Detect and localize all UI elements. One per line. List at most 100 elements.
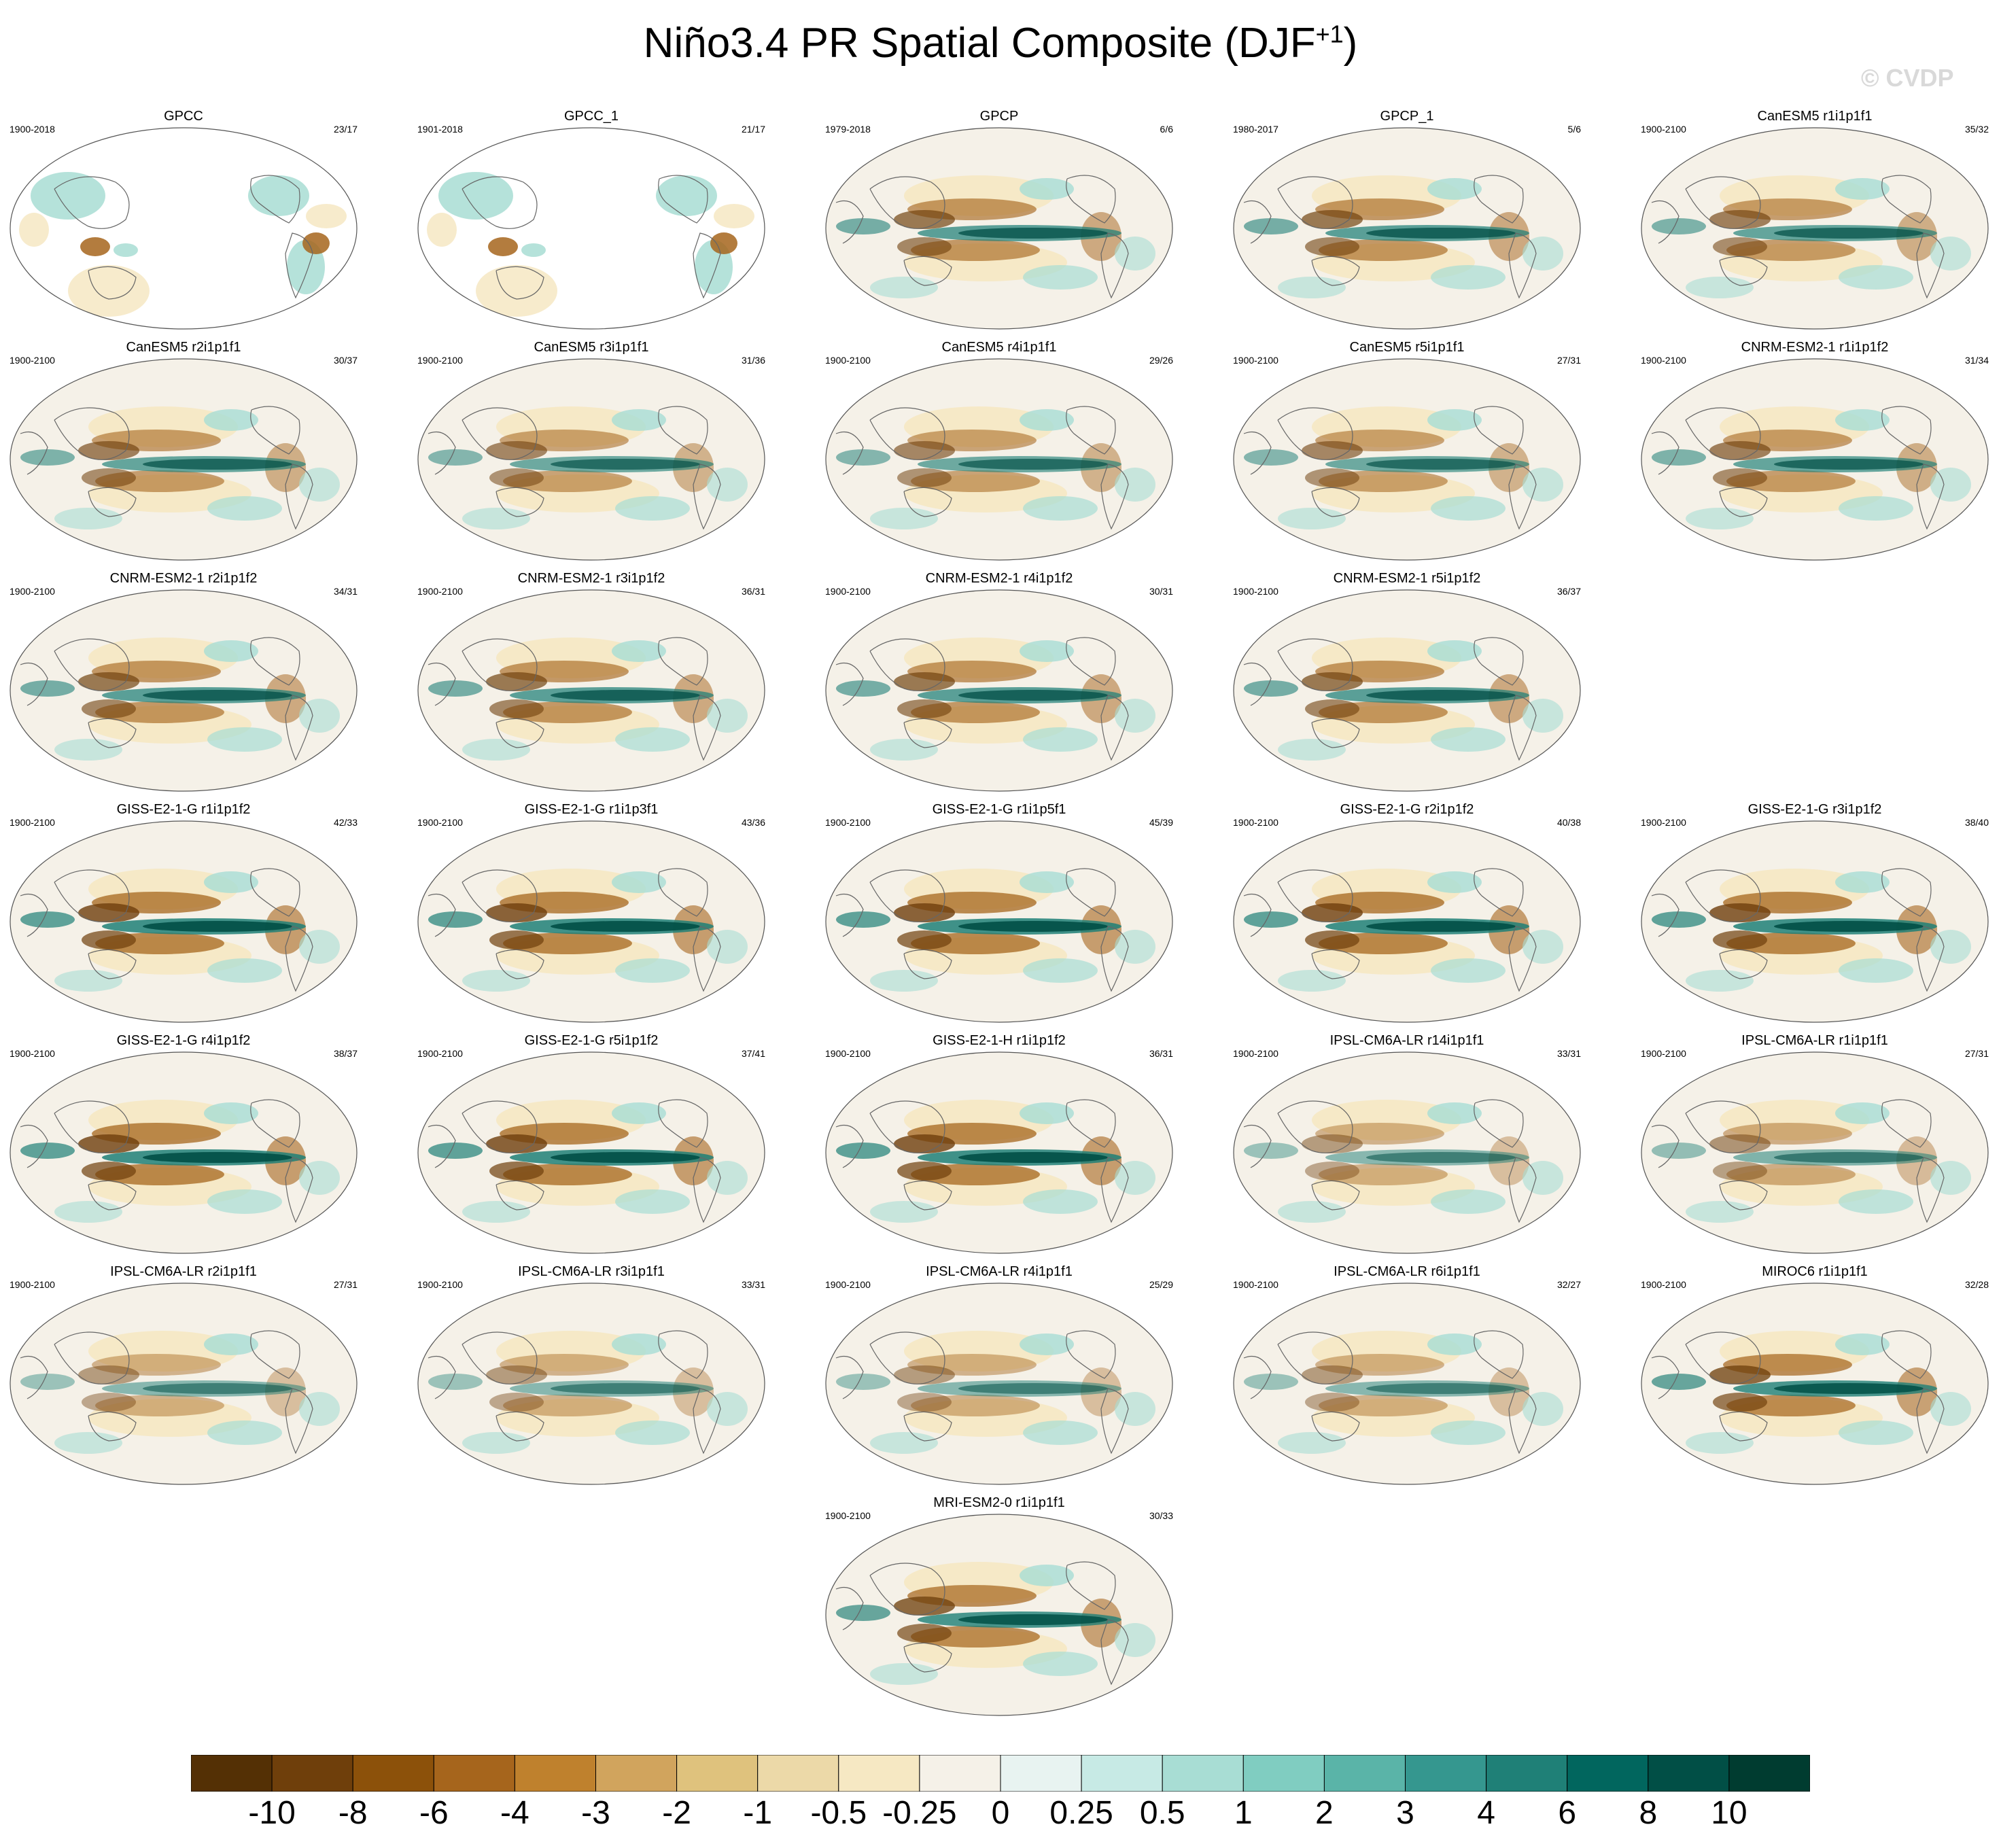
anomaly-patch — [836, 911, 890, 928]
anomaly-patch — [1319, 1395, 1448, 1416]
anomaly-patch — [1930, 237, 1971, 271]
anomaly-patch — [143, 921, 292, 932]
anomaly-patch — [1522, 930, 1563, 964]
coastline — [869, 869, 945, 922]
map-outline — [10, 1051, 358, 1254]
anomaly-patch — [1652, 911, 1706, 928]
anomaly-patch — [489, 930, 544, 949]
map-panel: GPCC_1 1901-2018 21/17 — [415, 107, 768, 332]
panel-event-count: 31/36 — [741, 355, 765, 366]
anomaly-patch — [870, 1432, 938, 1454]
coastline — [903, 1411, 952, 1442]
map-outline — [1233, 127, 1581, 330]
map-panel: GISS-E2-1-G r2i1p1f2 1900-2100 40/38 — [1230, 801, 1584, 1025]
anomaly-patch — [897, 1624, 952, 1643]
coastline — [1100, 464, 1129, 530]
anomaly-patch — [1652, 218, 1706, 234]
anomaly-patch — [489, 1393, 544, 1412]
anomaly-patch — [1302, 1134, 1363, 1153]
anomaly-patch — [82, 930, 136, 949]
robinson-map — [825, 820, 1173, 1023]
robinson-map — [417, 358, 765, 561]
anomaly-patch — [1023, 265, 1098, 290]
anomaly-patch — [958, 921, 1108, 932]
anomaly-patch — [462, 739, 530, 761]
map-outline — [417, 1051, 765, 1254]
anomaly-patch — [1244, 449, 1298, 466]
colorbar-tick-label: 8 — [1639, 1795, 1658, 1831]
anomaly-patch — [1835, 871, 1890, 893]
robinson-map — [10, 1283, 358, 1485]
panel-event-count: 29/26 — [1149, 355, 1173, 366]
panel-title: GISS-E2-1-G r1i1p5f1 — [932, 802, 1066, 817]
colorbar-segment — [1323, 1755, 1406, 1792]
coastline — [462, 869, 538, 922]
anomaly-patch — [78, 1365, 139, 1384]
coastline — [869, 1331, 945, 1384]
anomaly-patch — [870, 970, 938, 992]
coastline — [1508, 464, 1537, 530]
colorbar-segment — [757, 1755, 839, 1792]
panel-event-count: 23/17 — [333, 124, 358, 135]
anomaly-patch — [958, 1383, 1108, 1394]
anomaly-patch — [462, 1201, 530, 1223]
anomaly-patch — [1686, 1432, 1754, 1454]
anomaly-patch — [1427, 178, 1482, 200]
coastline — [1066, 637, 1116, 686]
map-outline — [825, 1051, 1173, 1254]
coastline — [1474, 637, 1524, 686]
map-panel: CanESM5 r1i1p1f1 1900-2100 35/32 — [1638, 107, 1991, 332]
anomaly-patch — [68, 265, 150, 317]
coastline — [54, 407, 130, 460]
anomaly-patch — [612, 1102, 666, 1124]
coastline — [658, 175, 708, 224]
panel-title: GISS-E2-1-G r1i1p1f2 — [116, 802, 251, 817]
panel-event-count: 45/39 — [1149, 817, 1173, 828]
anomaly-patch — [1522, 237, 1563, 271]
anomaly-patch — [1709, 1365, 1771, 1384]
map-outline — [825, 1283, 1173, 1485]
panel-title: GISS-E2-1-G r2i1p1f2 — [1340, 802, 1474, 817]
coastline — [20, 1355, 48, 1399]
anomaly-patch — [551, 459, 700, 470]
coastline — [658, 1330, 708, 1379]
panel-years: 1900-2100 — [825, 1279, 871, 1290]
anomaly-patch — [299, 468, 340, 502]
anomaly-patch — [1930, 1392, 1971, 1426]
coastline — [1066, 406, 1116, 455]
panel-event-count: 31/34 — [1964, 355, 1989, 366]
colorbar-segment — [919, 1755, 1001, 1792]
map-panel: MRI-ESM2-0 r1i1p1f1 1900-2100 30/33 — [822, 1494, 1176, 1718]
anomaly-patch — [1319, 1164, 1448, 1185]
coastline — [428, 893, 456, 937]
coastline — [462, 407, 538, 460]
coastline — [1719, 487, 1768, 517]
anomaly-patch — [612, 640, 666, 662]
anomaly-patch — [500, 1354, 629, 1376]
anomaly-patch — [894, 441, 955, 460]
anomaly-patch — [615, 958, 690, 983]
anomaly-patch — [207, 727, 282, 752]
panel-years: 1900-2100 — [825, 817, 871, 828]
anomaly-patch — [1652, 1143, 1706, 1159]
anomaly-patch — [299, 930, 340, 964]
map-outline — [1233, 1051, 1581, 1254]
anomaly-patch — [207, 1420, 282, 1445]
panel-title: GISS-E2-1-G r1i1p3f1 — [524, 802, 659, 817]
coastline — [20, 1124, 48, 1168]
panel-event-count: 25/29 — [1149, 1279, 1173, 1290]
panel-title: IPSL-CM6A-LR r3i1p1f1 — [518, 1264, 665, 1279]
anomaly-patch — [204, 640, 258, 662]
panel-title: CNRM-ESM2-1 r1i1p1f2 — [1741, 340, 1889, 355]
panel-title: GISS-E2-1-G r4i1p1f2 — [116, 1033, 251, 1048]
anomaly-patch — [1302, 210, 1363, 229]
anomaly-patch — [1522, 468, 1563, 502]
panel-years: 1900-2100 — [10, 1048, 55, 1059]
anomaly-patch — [1431, 1189, 1506, 1214]
anomaly-patch — [897, 468, 952, 487]
map-outline — [1233, 358, 1581, 561]
anomaly-patch — [299, 699, 340, 733]
anomaly-patch — [1930, 1161, 1971, 1195]
coastline — [285, 232, 313, 299]
coastline — [1508, 926, 1537, 992]
